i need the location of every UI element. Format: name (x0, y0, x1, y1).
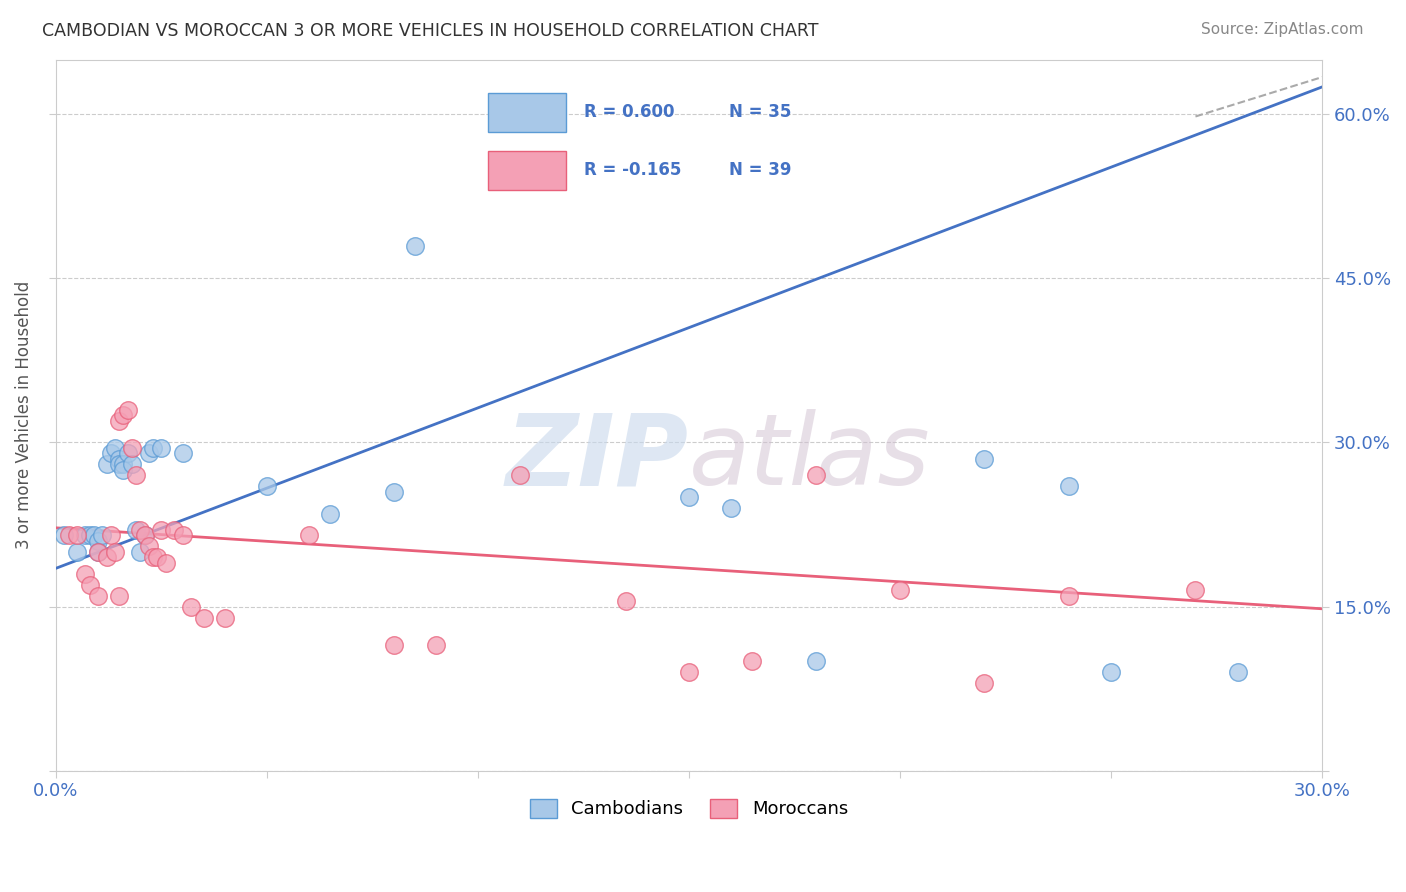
Point (96, 458, 118, 472)
Point (66, 528, 89, 542)
Point (382, 484, 405, 499)
Point (112, 463, 135, 477)
Y-axis label: 3 or more Vehicles in Household: 3 or more Vehicles in Household (15, 281, 32, 549)
Point (129, 523, 152, 537)
Point (53, 528, 76, 542)
Point (404, 238, 426, 252)
Point (741, 654, 763, 668)
Point (75, 566, 97, 581)
Text: CAMBODIAN VS MOROCCAN 3 OR MORE VEHICLES IN HOUSEHOLD CORRELATION CHART: CAMBODIAN VS MOROCCAN 3 OR MORE VEHICLES… (42, 22, 818, 40)
Point (425, 638, 447, 652)
Point (117, 402, 139, 417)
Point (142, 441, 165, 455)
Point (382, 638, 405, 652)
Text: Source: ZipAtlas.com: Source: ZipAtlas.com (1201, 22, 1364, 37)
Point (1057, 479, 1080, 493)
Point (125, 468, 148, 483)
Point (66, 545, 89, 559)
Point (91, 528, 114, 542)
Point (134, 528, 156, 542)
Point (146, 550, 169, 565)
Point (1099, 665, 1122, 680)
Point (87, 533, 110, 548)
Point (96, 550, 118, 565)
Point (79, 528, 101, 542)
Point (973, 451, 995, 466)
Point (214, 610, 236, 624)
Point (180, 599, 202, 614)
Point (117, 446, 139, 460)
Point (150, 441, 173, 455)
Point (1226, 665, 1249, 680)
Point (150, 523, 173, 537)
Point (108, 414, 131, 428)
Point (678, 490, 700, 504)
Point (256, 479, 278, 493)
Point (1184, 583, 1206, 598)
Point (678, 665, 700, 680)
Point (112, 458, 135, 472)
Point (83, 528, 105, 542)
Point (87, 545, 110, 559)
Point (172, 528, 194, 542)
Point (298, 528, 321, 542)
Point (129, 545, 152, 559)
Point (108, 589, 131, 603)
Point (79, 578, 101, 592)
Point (138, 540, 160, 554)
Text: ZIP: ZIP (506, 409, 689, 507)
Point (87, 545, 110, 559)
Point (614, 594, 637, 608)
Point (193, 610, 215, 624)
Point (87, 589, 110, 603)
Point (121, 458, 143, 472)
Point (58, 528, 80, 542)
Point (112, 408, 135, 422)
Point (104, 545, 127, 559)
Point (108, 458, 131, 472)
Point (104, 441, 127, 455)
Point (108, 451, 131, 466)
Point (75, 528, 97, 542)
Point (155, 556, 177, 570)
Point (163, 523, 186, 537)
Point (142, 550, 165, 565)
Point (100, 446, 122, 460)
Point (100, 528, 122, 542)
Point (1057, 589, 1080, 603)
Point (804, 468, 827, 483)
Point (134, 528, 156, 542)
Point (138, 446, 160, 460)
Point (509, 468, 531, 483)
Legend: Cambodians, Moroccans: Cambodians, Moroccans (523, 792, 855, 826)
Point (125, 523, 148, 537)
Point (973, 676, 995, 690)
Point (889, 583, 911, 598)
Point (172, 446, 194, 460)
Point (804, 654, 827, 668)
Point (319, 507, 342, 521)
Point (720, 501, 742, 516)
Text: atlas: atlas (689, 409, 931, 507)
Point (121, 441, 143, 455)
